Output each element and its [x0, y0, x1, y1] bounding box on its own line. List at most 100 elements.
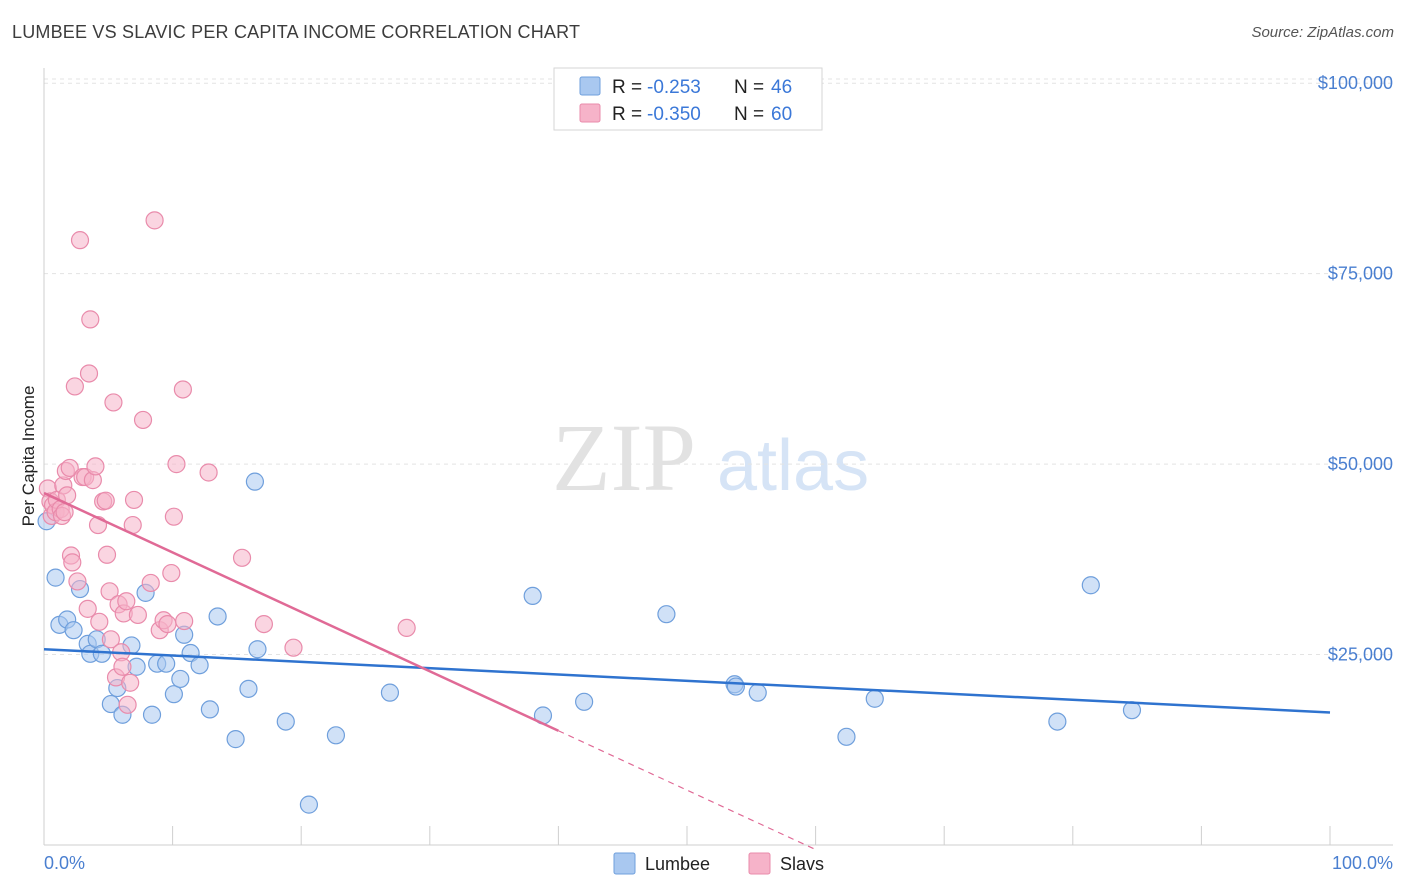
- slavs-point-51: [164, 507, 183, 526]
- y-axis-title: Per Capita Income: [19, 386, 38, 527]
- lumbee-point-39: [726, 677, 745, 696]
- slavs-point-57: [254, 614, 274, 634]
- lumbee-point-18: [157, 654, 176, 673]
- bottom-legend-lumbee-swatch: [613, 852, 636, 875]
- slavs-n-label: N =: [734, 104, 764, 125]
- y-tick-label-75000: $75,000: [1328, 264, 1393, 284]
- slavs-point-54: [175, 611, 194, 631]
- slavs-point-49: [158, 614, 177, 634]
- slavs-point-21: [79, 364, 99, 383]
- gridlines: [44, 78, 1393, 656]
- slavs-point-50: [162, 563, 181, 583]
- slavs-point-26: [90, 612, 109, 631]
- lumbee-point-32: [326, 726, 346, 745]
- lumbee-point-1: [46, 568, 65, 587]
- lumbee-point-36: [575, 692, 594, 711]
- lumbee-point-29: [248, 640, 267, 659]
- lumbee-n-label: N =: [734, 77, 764, 98]
- y-tick-label-50000: $50,000: [1328, 454, 1393, 474]
- slavs-point-15: [65, 377, 84, 396]
- slavs-point-36: [113, 657, 132, 676]
- lumbee-point-43: [1048, 712, 1067, 731]
- x-tick-label-min: 0.0%: [44, 853, 85, 873]
- slavs-point-24: [86, 457, 105, 476]
- lumbee-point-23: [190, 656, 209, 675]
- slavs-point-55: [199, 463, 218, 482]
- y-tick-labels: $25,000 $50,000 $75,000 $100,000: [1318, 73, 1393, 664]
- lumbee-r-value: -0.253: [647, 77, 701, 98]
- slavs-point-45: [141, 573, 160, 593]
- slavs-point-16: [68, 572, 87, 591]
- slavs-trend-extension: [558, 730, 816, 851]
- slavs-point-39: [118, 695, 137, 714]
- slavs-point-20: [78, 599, 97, 618]
- slavs-trend-line: [43, 491, 559, 732]
- slavs-point-40: [121, 673, 140, 692]
- slavs-point-59: [397, 618, 416, 637]
- trend-lines: [43, 491, 1331, 851]
- lumbee-r-label: R =: [612, 77, 642, 98]
- lumbee-point-40: [748, 683, 767, 702]
- source-label: Source: ZipAtlas.com: [1251, 24, 1394, 41]
- slavs-point-14: [63, 553, 82, 572]
- slavs-point-32: [104, 393, 123, 412]
- lumbee-point-31: [299, 795, 319, 814]
- bottom-legend-lumbee-label: Lumbee: [645, 854, 710, 874]
- slavs-point-31: [101, 630, 120, 649]
- slavs-point-28: [96, 491, 115, 510]
- bottom-legend-slavs-swatch: [748, 852, 771, 875]
- slavs-point-38: [117, 592, 136, 611]
- slavs-point-43: [128, 605, 147, 625]
- lumbee-point-37: [657, 605, 676, 624]
- lumbee-n-value: 46: [771, 77, 792, 98]
- lumbee-point-19: [164, 685, 183, 704]
- slavs-point-17: [70, 231, 90, 250]
- y-tick-label-100000: $100,000: [1318, 73, 1393, 93]
- lumbee-point-28: [245, 472, 265, 491]
- lumbee-swatch: [579, 76, 601, 96]
- stats-legend: R = -0.253 N = 46 R = -0.350 N = 60: [553, 67, 823, 131]
- lumbee-point-27: [239, 679, 258, 698]
- slavs-point-46: [145, 211, 164, 230]
- x-tick-label-max: 100.0%: [1332, 853, 1393, 873]
- slavs-point-56: [232, 548, 252, 567]
- watermark-zip: ZIP: [552, 404, 696, 511]
- slavs-r-value: -0.350: [647, 104, 701, 125]
- slavs-r-label: R =: [612, 104, 642, 125]
- slavs-swatch: [579, 103, 601, 123]
- slavs-n-value: 60: [771, 104, 792, 125]
- y-tick-label-25000: $25,000: [1328, 645, 1393, 665]
- bottom-legend: Lumbee Slavs: [613, 852, 824, 875]
- lumbee-point-9: [92, 644, 111, 663]
- lumbee-point-30: [276, 712, 295, 731]
- lumbee-point-25: [208, 607, 227, 626]
- lumbee-point-42: [865, 689, 884, 708]
- slavs-point-12: [60, 458, 79, 478]
- lumbee-point-4: [64, 621, 83, 640]
- lumbee-point-24: [200, 700, 219, 719]
- x-axis-ticks: [43, 826, 1331, 845]
- slavs-points: [38, 211, 416, 714]
- lumbee-point-41: [837, 727, 856, 746]
- lumbee-points: [37, 472, 1142, 814]
- watermark-atlas: atlas: [717, 426, 869, 506]
- lumbee-point-34: [523, 586, 542, 606]
- slavs-point-53: [173, 380, 192, 399]
- bottom-legend-slavs-label: Slavs: [780, 854, 824, 874]
- lumbee-point-20: [171, 669, 190, 689]
- slavs-point-22: [81, 310, 100, 329]
- slavs-point-30: [100, 582, 119, 601]
- lumbee-point-16: [142, 705, 162, 724]
- lumbee-point-26: [226, 730, 245, 749]
- chart-title: LUMBEE VS SLAVIC PER CAPITA INCOME CORRE…: [12, 22, 581, 42]
- slavs-point-52: [167, 455, 186, 474]
- slavs-point-58: [284, 638, 303, 657]
- watermark: ZIP atlas: [552, 404, 869, 511]
- lumbee-point-33: [380, 683, 400, 702]
- slavs-point-42: [124, 490, 144, 510]
- slavs-point-29: [97, 545, 117, 564]
- lumbee-point-44: [1081, 576, 1100, 595]
- lumbee-trend-line: [43, 647, 1331, 714]
- slavs-point-44: [133, 410, 153, 430]
